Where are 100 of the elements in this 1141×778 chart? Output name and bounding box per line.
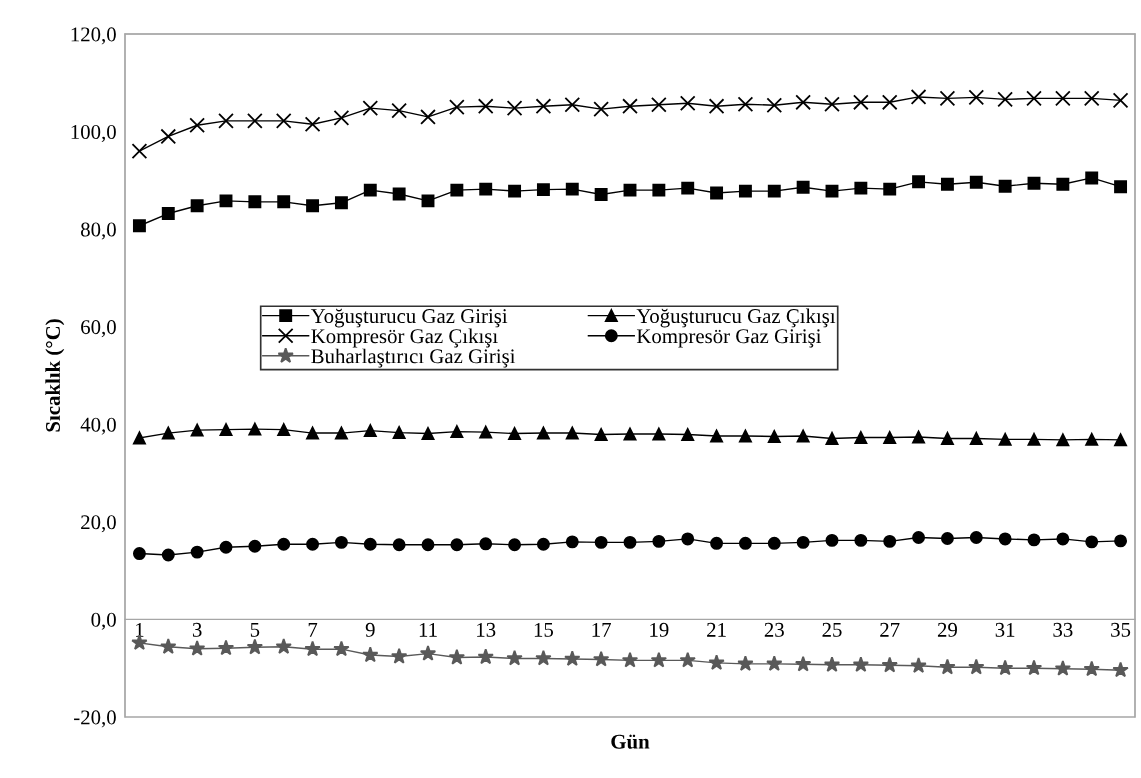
point [796, 180, 810, 194]
point [737, 96, 754, 113]
y-tick-label: 100,0 [71, 124, 116, 142]
point [160, 128, 177, 145]
point [421, 538, 435, 552]
point [652, 534, 666, 548]
point [710, 536, 724, 550]
point [594, 535, 608, 549]
point [161, 426, 175, 440]
x-tick-label: 27 [880, 622, 900, 637]
point [188, 640, 206, 656]
point [218, 112, 234, 129]
point [565, 426, 579, 440]
point [708, 98, 725, 115]
x-tick-label: 21 [707, 622, 726, 637]
point [132, 431, 146, 445]
y-tick-label: 40,0 [80, 417, 116, 435]
point [477, 98, 494, 115]
x-tick-label: 11 [419, 622, 437, 637]
x-tick-label: 13 [477, 622, 496, 637]
point [190, 545, 204, 559]
point [306, 537, 320, 551]
point [132, 547, 146, 561]
legend-label: Kompresör Gaz Çıkışı [311, 328, 498, 348]
point [535, 649, 552, 666]
point [679, 95, 696, 112]
point [710, 429, 724, 443]
point [1114, 433, 1128, 447]
point [448, 648, 466, 665]
point [766, 655, 783, 671]
point [508, 538, 522, 552]
point [969, 175, 983, 189]
point [419, 645, 437, 661]
point [275, 638, 292, 654]
point [824, 96, 840, 113]
point [968, 89, 985, 106]
point [854, 181, 868, 195]
point [910, 89, 927, 105]
point [363, 537, 377, 551]
point [767, 430, 781, 443]
x-tick-label: 5 [250, 623, 260, 637]
point [998, 432, 1012, 446]
point [479, 537, 493, 551]
y-tick-label: 120,0 [71, 27, 116, 45]
x-tick-label: 23 [764, 622, 784, 637]
y-tick-label: -20,0 [74, 710, 116, 728]
x-tick-label: 31 [995, 622, 1015, 637]
point [593, 101, 609, 117]
point [622, 98, 638, 115]
point [275, 112, 292, 129]
point [854, 533, 868, 547]
point [1056, 433, 1070, 447]
point [219, 540, 233, 554]
y-tick-label: 20,0 [81, 515, 116, 533]
x-tick-label: 29 [937, 622, 957, 637]
point [1085, 171, 1099, 185]
point [852, 656, 870, 672]
x-tick-label: 9 [365, 622, 375, 637]
point [766, 97, 783, 114]
point [681, 532, 695, 546]
point [1112, 661, 1129, 678]
point [506, 649, 523, 666]
point [737, 655, 754, 671]
point [738, 184, 752, 198]
point [1054, 660, 1072, 676]
point [650, 651, 668, 668]
point [246, 638, 264, 655]
legend-label: Buharlaştırıcı Gaz Girişi [311, 348, 516, 368]
x-tick-label: 7 [308, 623, 318, 637]
point [390, 647, 408, 664]
point [219, 423, 233, 437]
point [1114, 180, 1128, 194]
point [796, 429, 810, 443]
point [564, 96, 581, 113]
x-tick-label: 35 [1111, 622, 1131, 637]
point [592, 650, 610, 667]
point [796, 535, 810, 549]
point [652, 427, 666, 441]
point [392, 187, 406, 201]
point [392, 538, 406, 552]
point [681, 181, 695, 195]
point [738, 536, 752, 550]
legend-label: Kompresör Gaz Girişi [636, 329, 822, 348]
point [306, 426, 320, 440]
point [392, 426, 406, 440]
point [912, 531, 926, 544]
point [1027, 432, 1041, 446]
point [189, 117, 205, 134]
point [535, 98, 552, 115]
point [334, 196, 348, 210]
point [536, 426, 550, 440]
point [912, 430, 926, 444]
point [939, 90, 956, 107]
point [564, 650, 581, 667]
point [304, 116, 321, 133]
point [940, 431, 954, 445]
point [969, 531, 983, 544]
y-tick-label: 80,0 [81, 222, 116, 240]
point [1114, 534, 1128, 548]
point [333, 110, 350, 126]
